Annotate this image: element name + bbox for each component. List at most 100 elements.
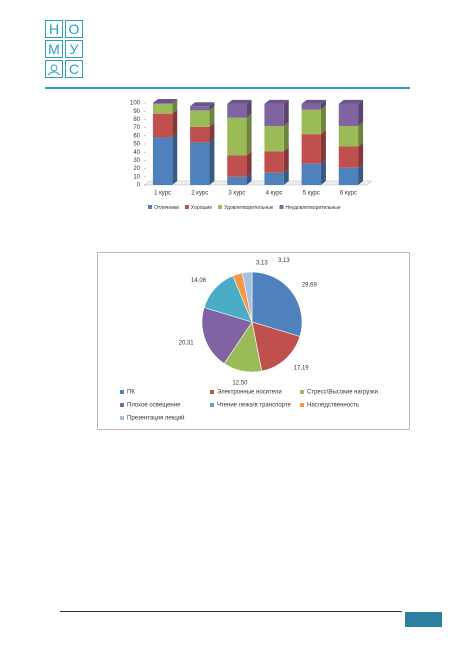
bar-side <box>320 99 326 110</box>
bar <box>301 163 321 185</box>
bar-side <box>209 138 215 185</box>
legend-label: ПК <box>127 390 135 396</box>
bar <box>264 151 284 173</box>
legend-swatch <box>120 416 124 420</box>
bar <box>301 103 321 110</box>
x-tick-label: 6 курс <box>340 191 357 197</box>
y-tick-label: 70 <box>133 125 140 131</box>
y-tick-label: 80 <box>133 117 140 123</box>
bar-side <box>246 151 252 177</box>
bar <box>152 103 173 104</box>
data-label: 3,13 <box>256 260 268 266</box>
icon <box>47 64 61 76</box>
bar-side <box>283 121 289 152</box>
y-tick-label: 0 <box>137 183 141 189</box>
legend-swatch <box>300 403 304 407</box>
page-number-box <box>405 612 442 627</box>
legend-swatch <box>218 205 223 209</box>
x-tick-label: 5 курс <box>303 191 320 197</box>
legend-swatch <box>148 205 152 209</box>
bar <box>227 103 247 118</box>
data-label: 17,19 <box>294 366 310 372</box>
bar-top <box>338 99 364 104</box>
bar-side <box>358 99 364 126</box>
bar-top <box>264 99 289 104</box>
logo-letter: О <box>65 20 83 38</box>
bar-side <box>246 113 252 156</box>
bar-side <box>209 122 215 143</box>
legend-label: Неудовлетворительные <box>285 205 340 211</box>
bar <box>190 106 210 111</box>
bar <box>152 137 173 185</box>
bar-side <box>172 133 178 185</box>
footer-rule <box>60 611 402 612</box>
bar-side <box>358 163 364 185</box>
bar <box>190 126 210 143</box>
data-label: 3,13 <box>278 258 290 264</box>
bar-side <box>246 172 252 185</box>
bar-side <box>172 99 178 114</box>
y-tick-label: 90 <box>133 109 140 115</box>
bar <box>338 125 359 147</box>
bar-side <box>358 142 364 168</box>
bar-side <box>209 102 215 111</box>
y-tick-label: 40 <box>133 150 140 156</box>
bar-side <box>283 99 289 126</box>
bar-side <box>320 130 326 164</box>
legend-label: Отличники <box>154 205 179 211</box>
y-tick-label: 60 <box>133 133 140 139</box>
bar-side <box>358 121 364 147</box>
logo-letter: Н <box>45 20 63 38</box>
bar-side <box>246 99 252 118</box>
logo-letter: У <box>65 40 83 58</box>
bar <box>301 109 321 135</box>
data-label: 29,69 <box>302 283 318 289</box>
legend-swatch <box>279 205 284 209</box>
bar <box>152 103 173 114</box>
bar <box>301 134 321 164</box>
bar-top <box>301 99 326 104</box>
header-rule <box>45 87 410 89</box>
pie-slice <box>251 271 303 337</box>
bar-top <box>190 102 215 107</box>
bar <box>264 172 284 185</box>
pie-chart: 29,69 17,19 12,50 20,31 14,06 3,13 3,13 ПК Элект… <box>97 252 410 430</box>
bar <box>264 103 284 126</box>
bar-top <box>152 99 178 103</box>
y-tick-label: 50 <box>133 142 140 148</box>
legend-label: Стресс\Высокие нагрузки <box>307 390 378 396</box>
data-label: 12,50 <box>232 380 248 386</box>
logo-letter: С <box>65 60 83 78</box>
bar-chart: 0 10 20 30 40 50 60 70 80 90 100 1 курс 2 курс 3 курс… <box>130 99 373 211</box>
bar <box>190 142 210 185</box>
bar <box>338 103 359 126</box>
bar <box>227 117 247 156</box>
legend-label: Электронные носители <box>217 390 282 396</box>
legend-label: Плохое освещение <box>127 403 181 409</box>
y-tick-label: 30 <box>133 158 140 164</box>
x-tick-label: 1 курс <box>154 191 171 197</box>
bar-side <box>283 168 289 185</box>
legend-swatch <box>184 205 189 209</box>
legend-swatch <box>210 403 214 407</box>
x-tick-label: 2 курс <box>191 191 208 197</box>
bar-side <box>172 99 178 104</box>
bar <box>338 146 359 168</box>
pie-slice <box>201 307 253 364</box>
bar <box>227 176 247 185</box>
logo-letter: М <box>45 40 63 58</box>
y-tick-label: 10 <box>133 174 140 180</box>
bar <box>264 125 284 152</box>
bar <box>152 113 173 138</box>
bar-side <box>283 147 289 173</box>
x-tick-label: 3 курс <box>228 191 245 197</box>
legend-swatch <box>300 390 304 394</box>
logo: Н О М У С <box>45 20 85 82</box>
bar-side <box>320 159 326 185</box>
bar-side <box>320 105 326 135</box>
legend-swatch <box>210 390 214 394</box>
legend-label: Презентация лекций <box>127 415 185 422</box>
bar <box>338 167 359 185</box>
data-label: 14,06 <box>191 278 207 284</box>
